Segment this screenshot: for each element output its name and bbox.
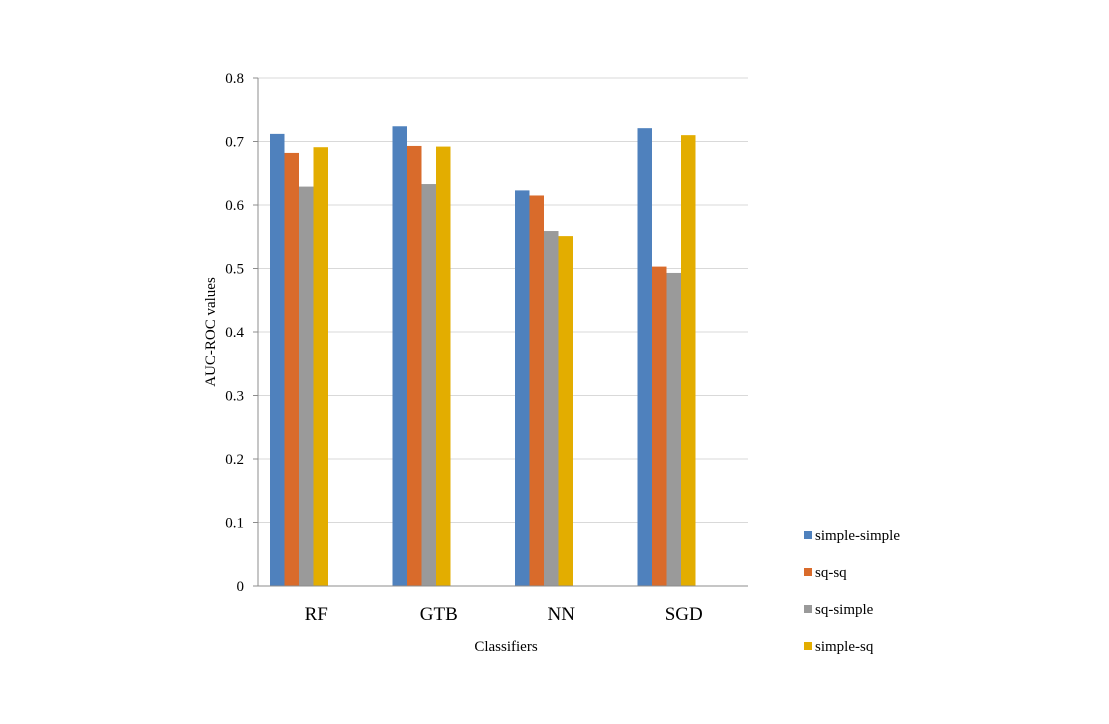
bar-sq-simple-GTB xyxy=(421,184,436,587)
bar-sq-simple-NN xyxy=(544,231,559,586)
legend-swatch-sq-simple xyxy=(804,605,812,613)
x-category-labels: RF GTB NN SGD xyxy=(305,604,703,625)
y-tick-label: 0.5 xyxy=(225,262,244,278)
bars xyxy=(270,126,696,587)
y-tick-label: 0.1 xyxy=(225,516,244,532)
x-category-label: NN xyxy=(548,604,576,625)
bar-simple-sq-GTB xyxy=(436,146,451,586)
bar-simple-simple-SGD xyxy=(637,128,652,587)
y-axis-title: AUC-ROC values xyxy=(203,277,219,387)
bar-sq-simple-RF xyxy=(299,186,314,586)
x-category-label: RF xyxy=(305,604,328,625)
x-axis-title: Classifiers xyxy=(474,639,537,655)
legend-swatch-simple-simple xyxy=(804,531,812,539)
y-tick-label: 0.6 xyxy=(225,198,244,214)
x-category-label: GTB xyxy=(420,604,458,625)
legend-label: simple-sq xyxy=(815,639,874,655)
legend-label: simple-simple xyxy=(815,528,900,544)
axes xyxy=(257,78,748,587)
legend-label: sq-sq xyxy=(815,565,847,581)
bar-simple-sq-SGD xyxy=(681,135,696,586)
bar-simple-sq-RF xyxy=(313,147,328,586)
legend-swatch-sq-sq xyxy=(804,568,812,576)
y-tick-label: 0.8 xyxy=(225,71,244,87)
legend: simple-simple sq-sq sq-simple simple-sq xyxy=(804,528,900,655)
bar-sq-sq-GTB xyxy=(407,145,422,586)
x-category-label: SGD xyxy=(665,604,703,625)
y-tick-labels: 0 0.1 0.2 0.3 0.4 0.5 0.6 0.7 0.8 xyxy=(225,71,244,595)
y-tick-label: 0.7 xyxy=(225,135,244,151)
y-tick-label: 0.2 xyxy=(225,452,244,468)
legend-label: sq-simple xyxy=(815,602,874,618)
bar-simple-simple-GTB xyxy=(392,126,407,586)
bar-simple-sq-NN xyxy=(558,236,573,587)
bar-simple-simple-NN xyxy=(515,190,530,586)
bar-simple-simple-RF xyxy=(270,133,285,586)
y-tick-label: 0.4 xyxy=(225,325,244,341)
y-tick-label: 0 xyxy=(237,579,245,595)
bar-sq-sq-SGD xyxy=(652,266,667,586)
legend-swatch-simple-sq xyxy=(804,642,812,650)
bar-sq-sq-NN xyxy=(529,195,544,586)
y-tick-label: 0.3 xyxy=(225,389,244,405)
bar-sq-simple-SGD xyxy=(666,272,681,586)
bar-sq-sq-RF xyxy=(284,152,299,586)
